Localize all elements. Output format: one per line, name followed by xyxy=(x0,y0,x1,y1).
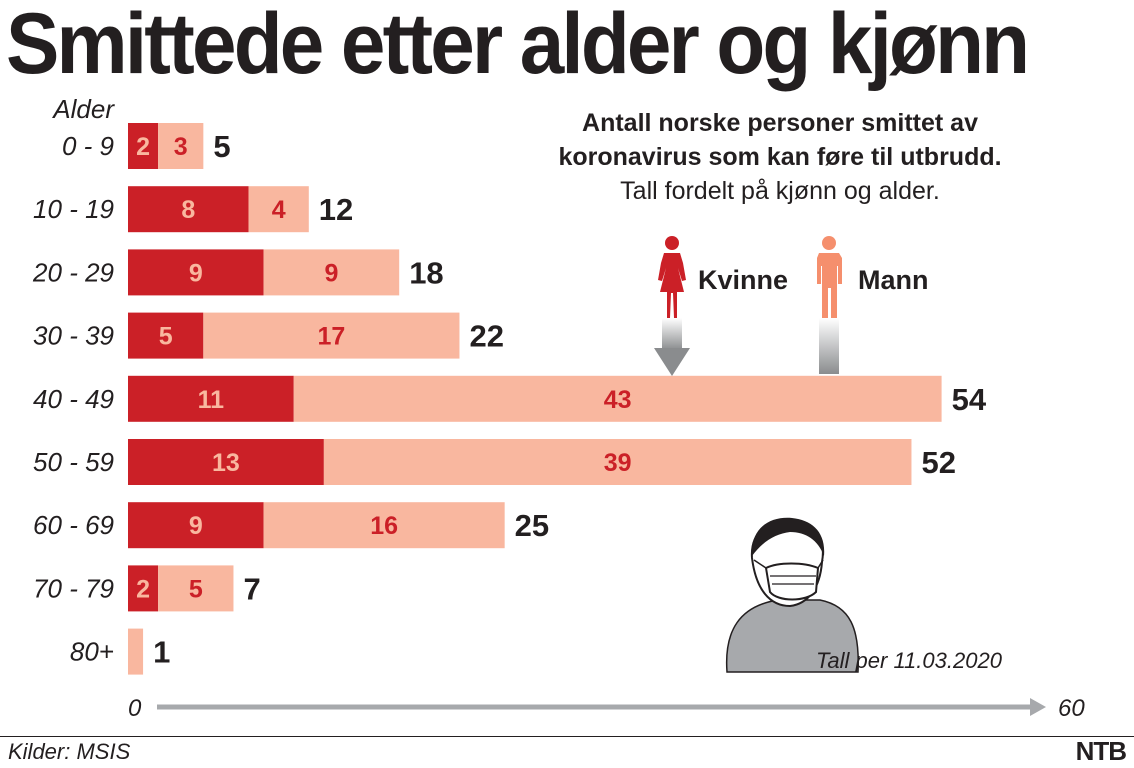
data-label-male: 16 xyxy=(370,512,398,540)
bar-male xyxy=(323,439,912,485)
data-label-male: 4 xyxy=(272,196,286,224)
data-label-male: 3 xyxy=(174,133,188,161)
bar-male xyxy=(203,312,460,359)
y-axis-title: Alder xyxy=(51,94,115,124)
data-label-female: 8 xyxy=(181,196,195,224)
brand-logo: NTB xyxy=(1075,736,1127,766)
data-label-male: 39 xyxy=(604,449,632,477)
bar-male xyxy=(263,502,505,549)
data-label-female: 13 xyxy=(212,449,240,477)
source-credit: Kilder: MSIS xyxy=(8,739,131,764)
masked-person-illustration xyxy=(725,517,859,673)
data-label-total: 1 xyxy=(153,635,170,670)
category-label: 20 - 29 xyxy=(32,257,114,287)
data-label-female: 5 xyxy=(159,323,173,351)
legend-male-label: Mann xyxy=(858,265,929,295)
bar-female xyxy=(128,249,264,296)
bar-female xyxy=(128,123,159,169)
x-tick-0: 0 xyxy=(128,695,142,722)
data-label-total: 5 xyxy=(213,129,230,164)
data-label-total: 7 xyxy=(243,571,260,606)
chart-subtitle: Antall norske personer smittet av korona… xyxy=(510,106,1050,208)
footer-divider xyxy=(0,736,1134,737)
bar-male xyxy=(293,375,942,422)
subtitle-line-3: Tall fordelt på kjønn og alder. xyxy=(620,177,940,205)
x-tick-60: 60 xyxy=(1058,695,1085,722)
bars xyxy=(128,123,942,675)
data-label-male: 5 xyxy=(189,575,203,603)
data-label-total: 12 xyxy=(319,192,353,227)
bar-male xyxy=(263,249,400,296)
subtitle-line-2: koronavirus som kan føre til utbrudd. xyxy=(558,143,1002,171)
data-label-total: 18 xyxy=(409,255,443,290)
bar-female xyxy=(128,375,294,422)
bar-male xyxy=(158,123,204,169)
x-axis-arrowhead xyxy=(1030,698,1046,716)
data-label-male: 17 xyxy=(317,323,345,351)
data-label-male: 43 xyxy=(604,386,632,414)
chart-title: Smittede etter alder og kjønn xyxy=(6,0,1030,92)
category-label: 30 - 39 xyxy=(33,321,114,351)
category-label: 50 - 59 xyxy=(33,447,114,477)
category-label: 0 - 9 xyxy=(62,131,114,161)
data-label-total: 54 xyxy=(952,382,987,417)
category-label: 60 - 69 xyxy=(33,510,114,540)
legend-female-label: Kvinne xyxy=(698,265,789,295)
bar-female xyxy=(128,565,159,612)
bar-female xyxy=(128,186,249,233)
data-label-total: 52 xyxy=(921,445,955,480)
subtitle-line-1: Antall norske personer smittet av xyxy=(582,109,978,137)
man-icon xyxy=(817,236,842,374)
data-label-female: 9 xyxy=(189,512,203,540)
data-label-total: 22 xyxy=(469,319,503,354)
data-label-female: 2 xyxy=(136,133,150,161)
bar-female xyxy=(128,312,204,359)
bar-female xyxy=(128,502,264,549)
category-label: 70 - 79 xyxy=(33,573,114,603)
bar-female xyxy=(128,439,324,485)
data-label-female: 2 xyxy=(136,575,150,603)
category-label: 40 - 49 xyxy=(33,384,114,414)
bar-male xyxy=(158,565,234,612)
category-label: 80+ xyxy=(70,637,114,667)
woman-icon xyxy=(654,236,690,376)
date-note: Tall per 11.03.2020 xyxy=(816,648,1002,673)
category-label: 10 - 19 xyxy=(33,194,114,224)
x-axis: 0 60 xyxy=(128,695,1085,722)
bar-male xyxy=(128,628,144,675)
data-label-male: 9 xyxy=(324,259,338,287)
data-label-female: 11 xyxy=(198,386,225,414)
data-label-female: 9 xyxy=(189,259,203,287)
data-label-total: 25 xyxy=(515,508,549,543)
bar-male xyxy=(248,186,309,233)
